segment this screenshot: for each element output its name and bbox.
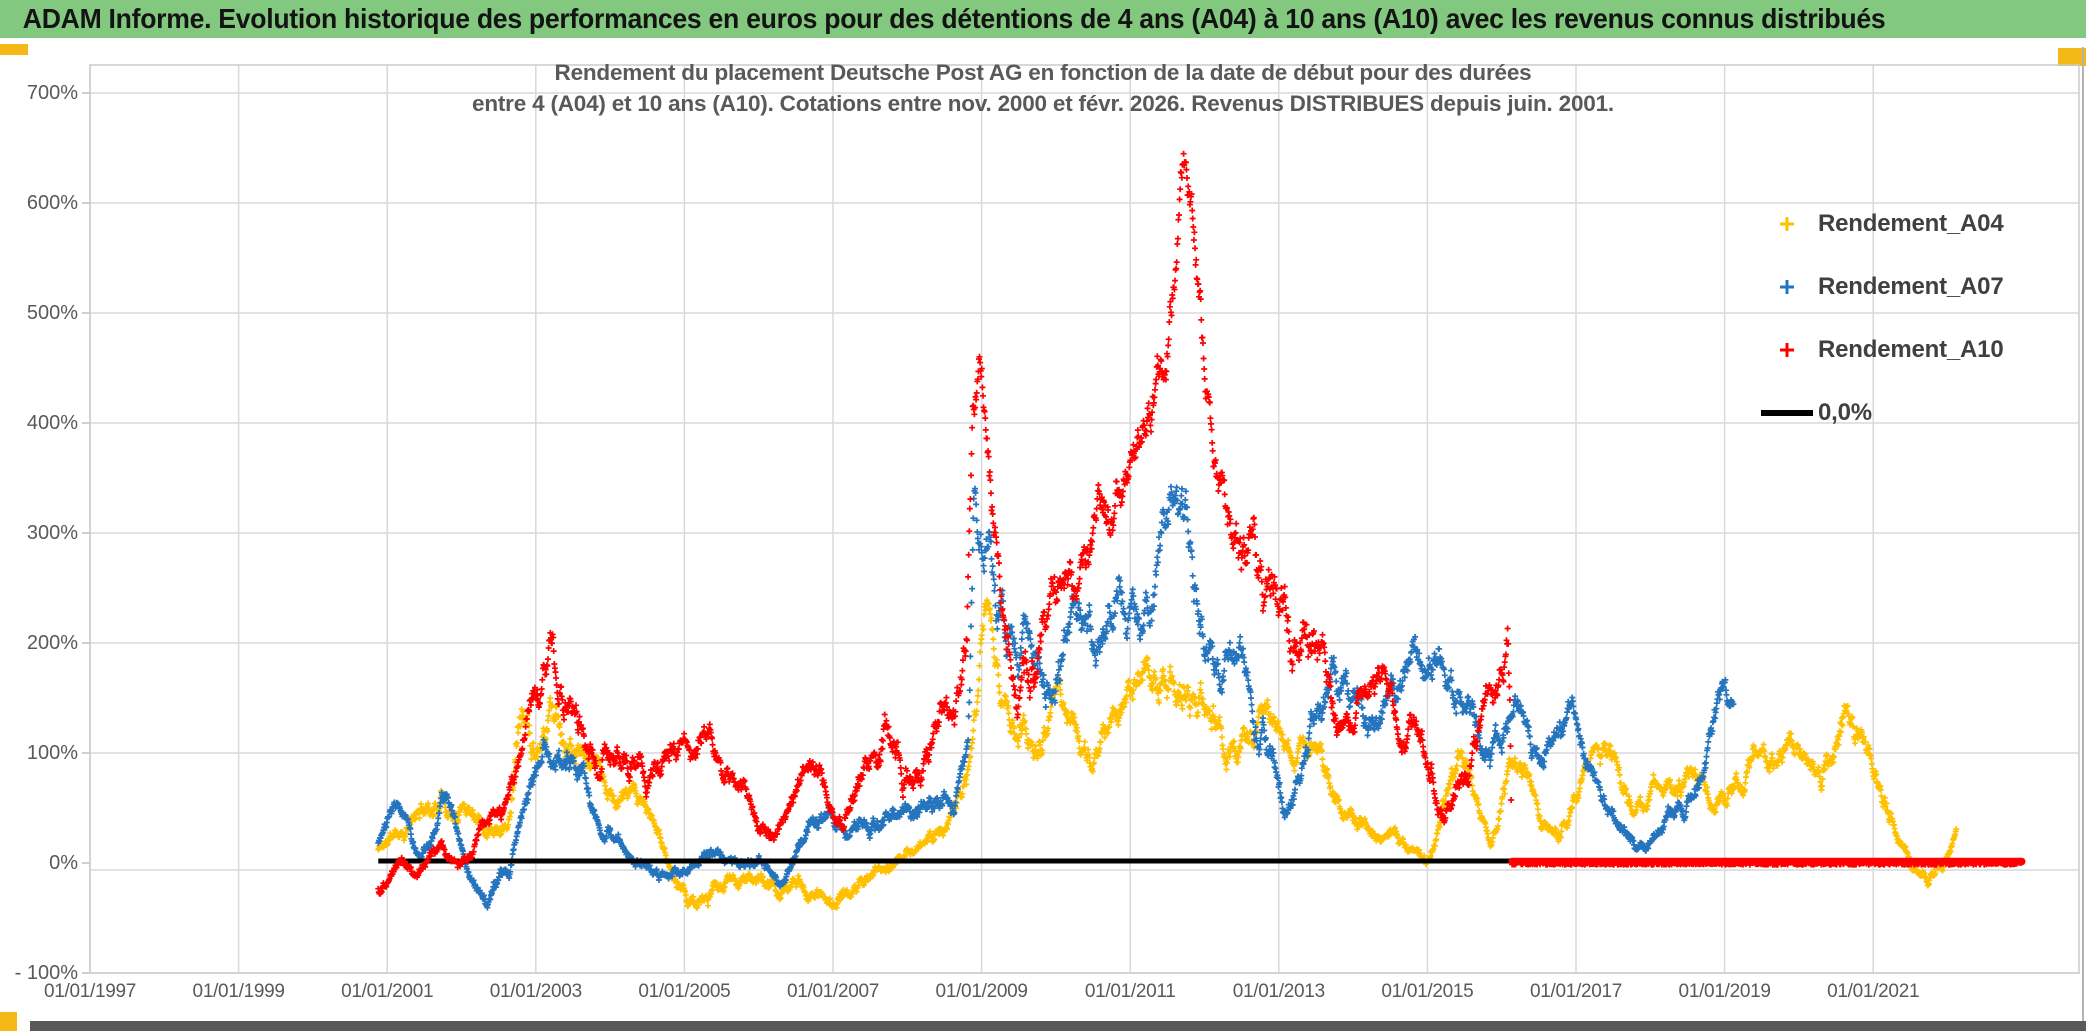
accent-mark-bottom-left (0, 1012, 17, 1031)
accent-mark-left (0, 44, 28, 55)
chart-title-line1: Rendement du placement Deutsche Post AG … (554, 60, 1532, 85)
y-tick-label: 100% (26, 742, 78, 764)
page-title: ADAM Informe. Evolution historique des p… (22, 3, 1886, 34)
x-tick-label: 01/01/2001 (341, 981, 434, 1002)
x-tick-label: 01/01/2007 (786, 981, 880, 1002)
x-tick-label: 01/01/2021 (1827, 981, 1920, 1002)
legend-item-rendement-a10[interactable]: Rendement_A10 (1756, 318, 2004, 381)
x-tick-label: 01/01/2003 (489, 981, 582, 1002)
legend-label: Rendement_A10 (1818, 335, 2004, 363)
x-tick-label: 01/01/2019 (1678, 981, 1771, 1002)
x-tick-label: 01/01/2009 (935, 981, 1028, 1002)
y-tick-label: 200% (26, 632, 78, 654)
y-tick-label: - 100% (14, 962, 78, 984)
y-tick-label: 300% (26, 522, 78, 544)
plus-marker-icon (1756, 341, 1818, 359)
x-tick-label: 01/01/1997 (43, 981, 137, 1002)
y-tick-label: 500% (26, 302, 78, 324)
series-rendement-a10-flat-markers (1509, 858, 2025, 868)
y-tick-label: 0% (49, 852, 78, 874)
legend-label: Rendement_A04 (1818, 209, 2004, 237)
line-marker-icon (1756, 408, 1818, 418)
plot-border (89, 64, 2080, 974)
plus-marker-icon (1756, 215, 1818, 233)
series-rendement-a07 (375, 483, 1737, 911)
legend-item-0-0-[interactable]: 0,0% (1756, 381, 2003, 444)
chart-title-line2: entre 4 (A04) et 10 ans (A10). Cotations… (472, 91, 1614, 116)
chart-title: Rendement du placement Deutsche Post AG … (0, 57, 2086, 119)
x-tick-label: 01/01/2017 (1529, 981, 1623, 1002)
x-tick-label: 01/01/2013 (1232, 981, 1325, 1002)
plus-marker-icon (1756, 278, 1818, 296)
x-tick-label: 01/01/2005 (638, 981, 731, 1002)
y-tick-label: 400% (26, 412, 78, 434)
chart-legend[interactable]: Rendement_A04 Rendement_A07 Rendement_A1… (1756, 192, 2004, 444)
x-tick-label: 01/01/1999 (192, 981, 285, 1002)
accent-mark-top-right (2058, 48, 2086, 66)
series-rendement-a10 (375, 150, 1515, 897)
y-tick-label: 700% (26, 82, 78, 104)
legend-label: Rendement_A07 (1818, 272, 2004, 300)
legend-item-rendement-a07[interactable]: Rendement_A07 (1756, 255, 2004, 318)
x-tick-label: 01/01/2011 (1084, 981, 1176, 1002)
legend-item-rendement-a04[interactable]: Rendement_A04 (1756, 192, 2004, 255)
legend-label: 0,0% (1818, 398, 1872, 426)
y-tick-label: 600% (26, 192, 78, 214)
window-right-edge (2082, 47, 2084, 1021)
x-tick-label: 01/01/2015 (1381, 981, 1474, 1002)
page-banner: ADAM Informe. Evolution historique des p… (0, 0, 2086, 38)
bottom-scrollbar[interactable] (30, 1021, 2086, 1031)
